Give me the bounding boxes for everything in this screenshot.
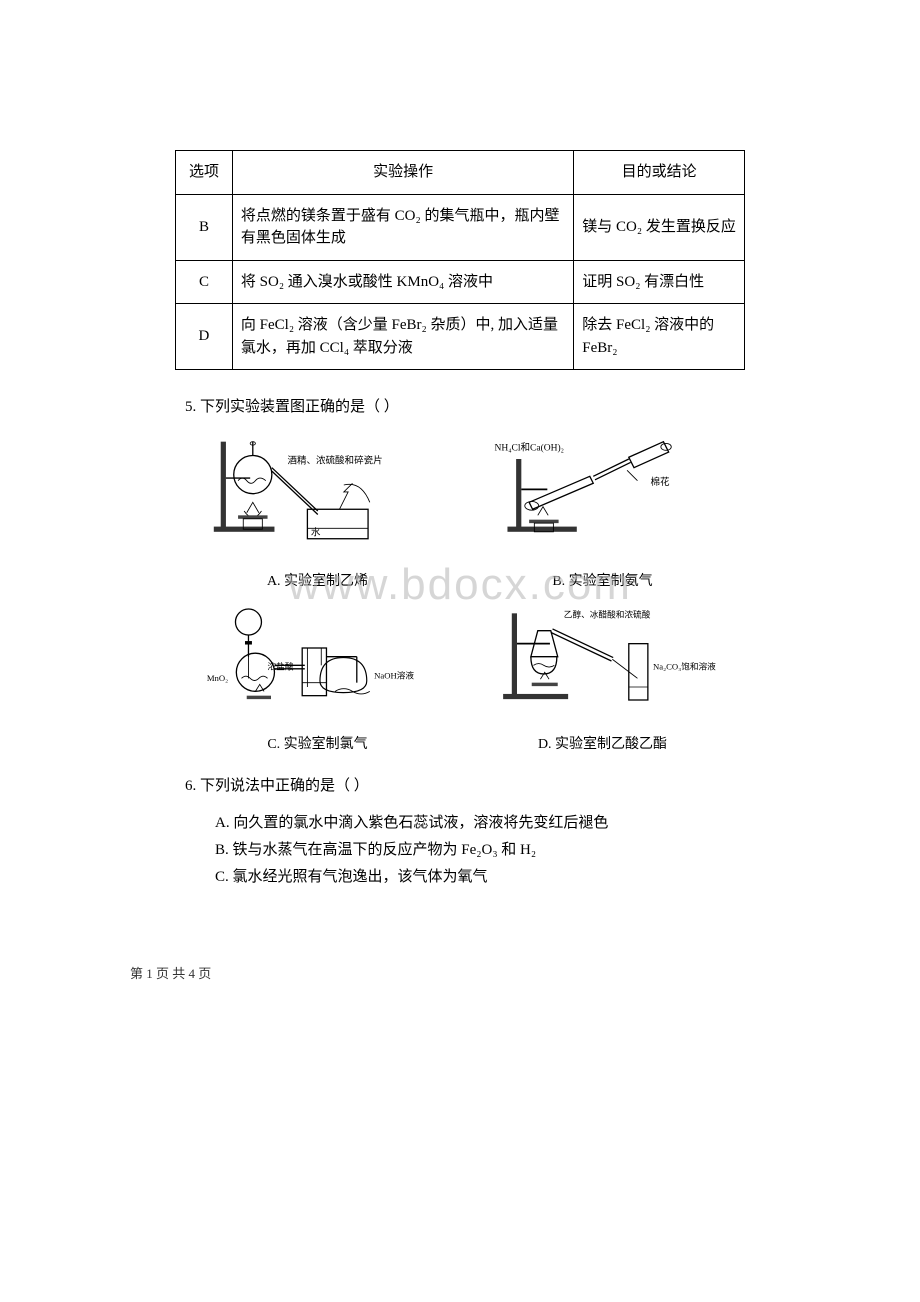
q6-options: A. 向久置的氯水中滴入紫色石蕊试液，溶液将先变红后褪色 B. 铁与水蒸气在高温…: [215, 810, 745, 891]
q6-option-a: A. 向久置的氯水中滴入紫色石蕊试液，溶液将先变红后褪色: [215, 810, 745, 837]
apparatus-c-icon: MnO₂ 浓盐酸 NaOH溶液: [181, 596, 455, 726]
label-a-reagent: 酒精、浓硫酸和碎瓷片: [287, 454, 382, 466]
th-conclusion: 目的或结论: [574, 151, 745, 195]
page-footer: 第 1 页 共 4 页: [130, 963, 211, 982]
cell-op: 将 SO₂ 通入溴水或酸性 KMnO₄ 溶液中: [232, 260, 573, 304]
cell-opt: C: [176, 260, 233, 304]
table-row: D 向 FeCl₂ 溶液（含少量 FeBr₂ 杂质）中, 加入适量氯水，再加 C…: [176, 304, 745, 370]
th-operation: 实验操作: [232, 151, 573, 195]
apparatus-d-icon: 乙醇、冰醋酸和浓硫酸 Na₂CO₃饱和溶液: [466, 596, 740, 726]
experiment-table: 选项 实验操作 目的或结论 B 将点燃的镁条置于盛有 CO₂ 的集气瓶中，瓶内壁…: [175, 150, 745, 370]
table-row: C 将 SO₂ 通入溴水或酸性 KMnO₄ 溶液中 证明 SO₂ 有漂白性: [176, 260, 745, 304]
cell-con: 镁与 CO₂ 发生置换反应: [574, 194, 745, 260]
table-header-row: 选项 实验操作 目的或结论: [176, 151, 745, 195]
cell-opt: D: [176, 304, 233, 370]
cell-op: 向 FeCl₂ 溶液（含少量 FeBr₂ 杂质）中, 加入适量氯水，再加 CCl…: [232, 304, 573, 370]
label-c-naoh: NaOH溶液: [374, 669, 414, 680]
label-c-hcl: 浓盐酸: [267, 661, 293, 672]
caption-d: D. 实验室制乙酸乙酯: [466, 733, 740, 753]
diagram-c: MnO₂ 浓盐酸 NaOH溶液 C. 实验室制氯气: [181, 596, 455, 753]
label-a-water: 水: [311, 526, 321, 538]
caption-b: B. 实验室制氨气: [466, 570, 740, 590]
label-b-reagent: NH₄Cl和Ca(OH)₂: [494, 442, 564, 453]
caption-a: A. 实验室制乙烯: [181, 570, 455, 590]
diagram-b: NH₄Cl和Ca(OH)₂ 棉花 B. 实验室制氨气: [466, 433, 740, 590]
label-c-mno2: MnO₂: [207, 673, 228, 683]
q6-option-b: B. 铁与水蒸气在高温下的反应产物为 Fe₂O₃ 和 H₂: [215, 837, 745, 864]
th-option: 选项: [176, 151, 233, 195]
q6-option-c: C. 氯水经光照有气泡逸出，该气体为氧气: [215, 864, 745, 891]
caption-c: C. 实验室制氯气: [181, 733, 455, 753]
label-d-na2co3: Na₂CO₃饱和溶液: [653, 661, 716, 672]
diagram-area: 酒精、浓硫酸和碎瓷片 水 A. 实验室制乙烯: [175, 433, 745, 753]
q5-stem: 5. 下列实验装置图正确的是（ ）: [185, 394, 745, 421]
table-row: B 将点燃的镁条置于盛有 CO₂ 的集气瓶中，瓶内壁有黑色固体生成 镁与 CO₂…: [176, 194, 745, 260]
cell-opt: B: [176, 194, 233, 260]
q6-stem: 6. 下列说法中正确的是（ ）: [185, 773, 745, 800]
label-b-cotton: 棉花: [650, 476, 670, 488]
diagram-d: 乙醇、冰醋酸和浓硫酸 Na₂CO₃饱和溶液 D. 实验室制乙酸乙酯: [466, 596, 740, 753]
apparatus-b-icon: NH₄Cl和Ca(OH)₂ 棉花: [466, 433, 740, 563]
label-d-reagent: 乙醇、冰醋酸和浓硫酸: [564, 609, 651, 620]
apparatus-a-icon: 酒精、浓硫酸和碎瓷片 水: [181, 433, 455, 563]
cell-con: 除去 FeCl₂ 溶液中的 FeBr₂: [574, 304, 745, 370]
diagram-a: 酒精、浓硫酸和碎瓷片 水 A. 实验室制乙烯: [181, 433, 455, 590]
cell-con: 证明 SO₂ 有漂白性: [574, 260, 745, 304]
cell-op: 将点燃的镁条置于盛有 CO₂ 的集气瓶中，瓶内壁有黑色固体生成: [232, 194, 573, 260]
